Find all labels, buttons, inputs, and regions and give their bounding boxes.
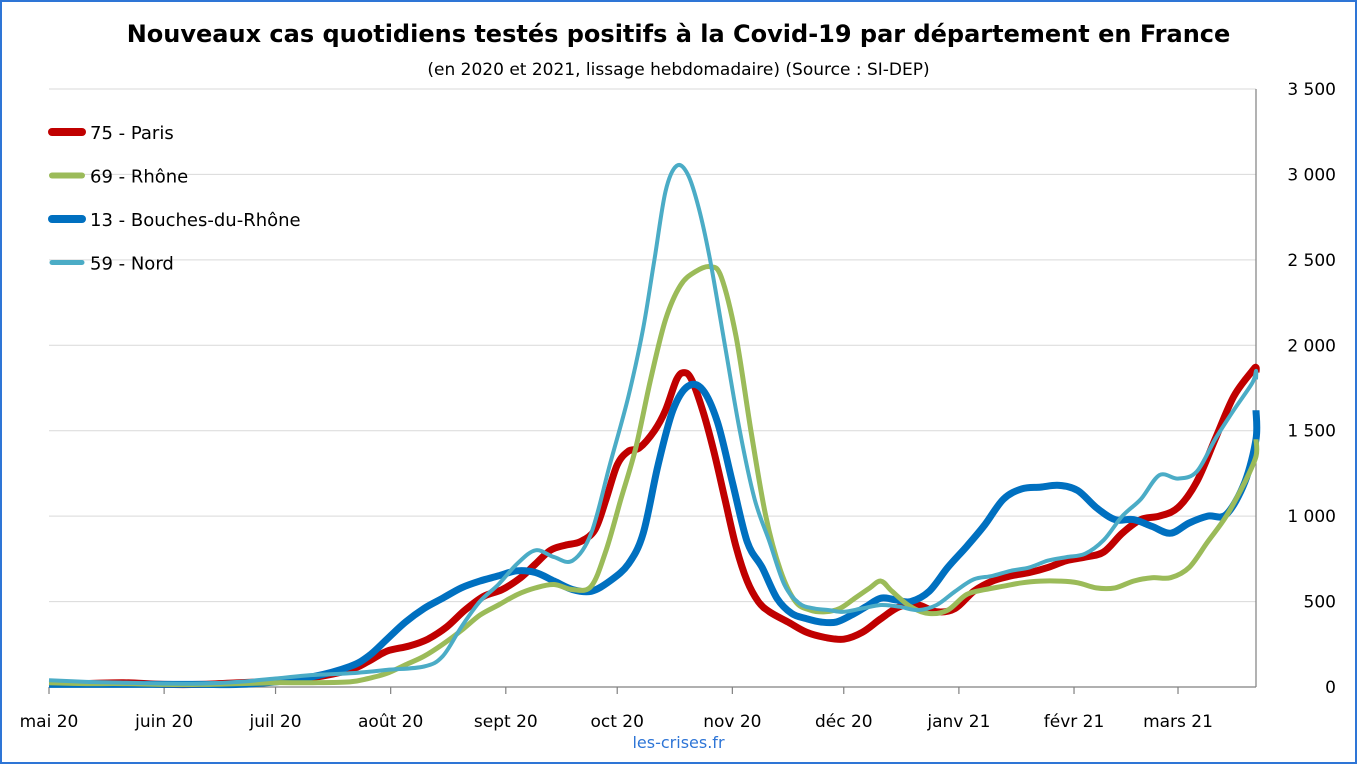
y-tick-label: 2 000 bbox=[1287, 336, 1336, 356]
series-line-3 bbox=[48, 163, 1259, 686]
legend-label: 59 - Nord bbox=[90, 254, 174, 275]
series-layer bbox=[48, 163, 1261, 689]
source-label: les-crises.fr bbox=[632, 733, 725, 752]
y-tick-label: 3 000 bbox=[1287, 165, 1336, 185]
x-tick-label: janv 21 bbox=[926, 712, 990, 732]
axes: 0 500 1 000 1 500 2 000 2 500 3 000 3 500 mai 20… bbox=[20, 80, 1336, 732]
y-tick-label: 3 500 bbox=[1287, 80, 1336, 100]
y-tick-label: 2 500 bbox=[1287, 251, 1336, 271]
y-tick-label: 500 bbox=[1304, 593, 1336, 613]
legend-label: 75 - Paris bbox=[90, 123, 174, 144]
x-tick-label: oct 20 bbox=[590, 712, 643, 732]
x-tick-label: août 20 bbox=[358, 712, 423, 732]
series-line-2 bbox=[49, 380, 1261, 689]
chart-title: Nouveaux cas quotidiens testés positifs … bbox=[126, 20, 1231, 48]
x-tick-label: sept 20 bbox=[474, 712, 538, 732]
y-tick-label: 0 bbox=[1325, 678, 1336, 698]
series-line-0 bbox=[48, 363, 1260, 689]
legend-label: 69 - Rhône bbox=[90, 167, 188, 188]
x-tick-label: déc 20 bbox=[815, 712, 873, 732]
chart-subtitle: (en 2020 et 2021, lissage hebdomadaire) … bbox=[427, 60, 930, 80]
y-tick-label: 1 500 bbox=[1287, 422, 1336, 442]
x-tick-label: mai 20 bbox=[20, 712, 79, 732]
x-tick-label: févr 21 bbox=[1044, 712, 1105, 732]
legend: 75 - Paris 69 - Rhône 13 - Bouches-du-Rhôn… bbox=[48, 123, 301, 275]
x-tick-label: mars 21 bbox=[1143, 712, 1213, 732]
x-tick-label: juin 20 bbox=[134, 712, 193, 732]
gridlines bbox=[49, 88, 1256, 603]
y-tick-label: 1 000 bbox=[1287, 507, 1336, 527]
x-tick-label: nov 20 bbox=[703, 712, 761, 732]
x-tick-label: juil 20 bbox=[249, 712, 302, 732]
legend-label: 13 - Bouches-du-Rhône bbox=[90, 210, 301, 231]
